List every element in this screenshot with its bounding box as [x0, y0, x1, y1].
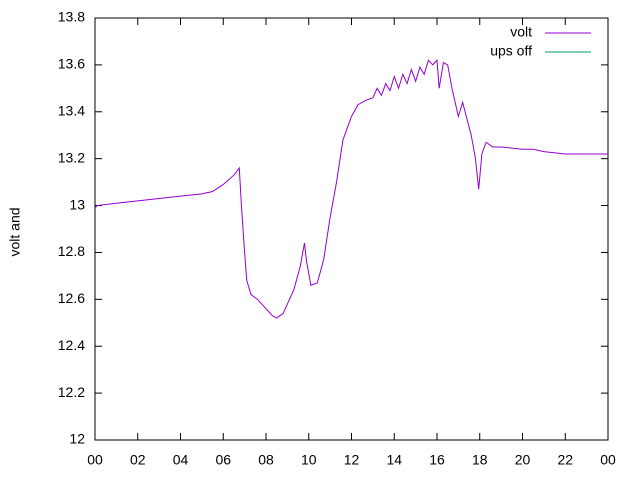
x-tick-label: 00 [600, 452, 616, 468]
x-tick-label: 20 [515, 452, 531, 468]
x-tick-label: 04 [173, 452, 189, 468]
x-tick-label: 02 [130, 452, 146, 468]
y-tick-label: 13.2 [58, 149, 85, 165]
y-tick-label: 13.8 [58, 9, 85, 25]
x-tick-label: 00 [87, 452, 103, 468]
y-tick-label: 12.2 [58, 384, 85, 400]
y-tick-label: 13.4 [58, 102, 85, 118]
y-tick-label: 12.6 [58, 290, 85, 306]
legend-label: ups off [490, 43, 532, 59]
x-tick-label: 12 [344, 452, 360, 468]
x-tick-label: 08 [258, 452, 274, 468]
y-axis-label: volt and [7, 207, 23, 256]
x-tick-label: 14 [386, 452, 402, 468]
y-tick-label: 12.8 [58, 243, 85, 259]
y-tick-label: 12 [69, 431, 85, 447]
x-tick-label: 06 [215, 452, 231, 468]
legend-label: volt [510, 24, 532, 40]
y-tick-label: 12.4 [58, 337, 85, 353]
y-tick-label: 13.6 [58, 56, 85, 72]
x-tick-label: 10 [301, 452, 317, 468]
x-tick-label: 22 [557, 452, 573, 468]
data-line [94, 59, 608, 319]
x-tick-label: 18 [472, 452, 488, 468]
plot-border [94, 17, 609, 441]
y-tick-label: 13 [69, 196, 85, 212]
x-tick-label: 16 [429, 452, 445, 468]
